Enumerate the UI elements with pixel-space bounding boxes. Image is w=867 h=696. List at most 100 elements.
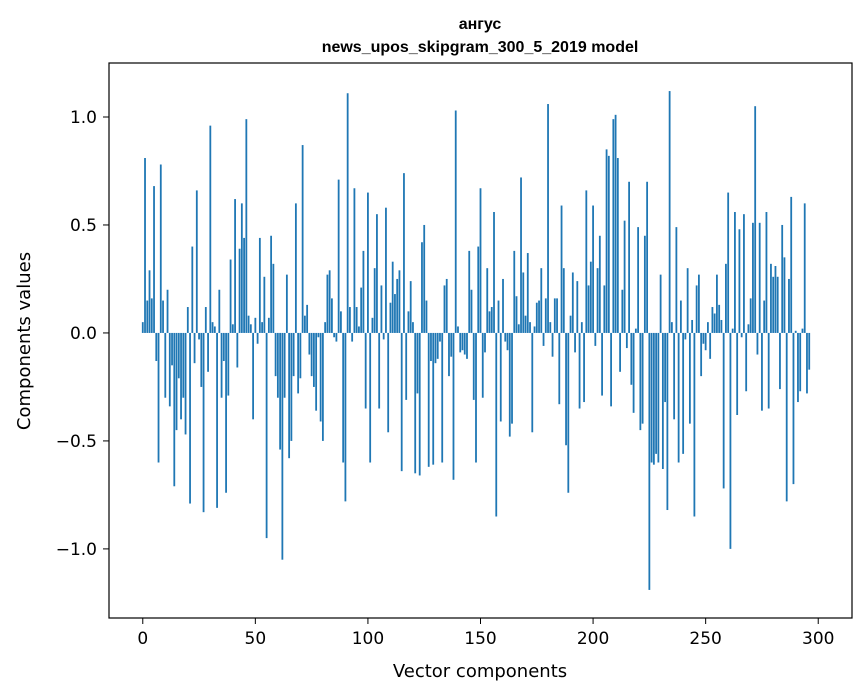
bar xyxy=(707,322,709,333)
bar xyxy=(443,285,446,333)
bar xyxy=(263,276,266,333)
bar xyxy=(522,272,525,333)
bar xyxy=(677,332,680,463)
bar xyxy=(652,332,655,465)
bar xyxy=(477,246,480,333)
bar xyxy=(434,332,437,364)
x-tick-label: 300 xyxy=(802,629,834,649)
bar xyxy=(358,326,360,333)
bar xyxy=(184,332,187,435)
bar xyxy=(457,326,459,333)
bar xyxy=(657,332,660,463)
bar xyxy=(328,270,331,333)
x-tick-label: 100 xyxy=(352,629,384,649)
bar xyxy=(427,332,430,467)
bar xyxy=(625,332,628,349)
bar xyxy=(396,278,399,333)
bar xyxy=(297,332,300,394)
bar xyxy=(153,186,155,333)
bar xyxy=(175,332,178,431)
bar xyxy=(186,307,189,333)
bar xyxy=(222,332,225,362)
bar xyxy=(702,332,705,344)
bar xyxy=(488,311,491,333)
bar xyxy=(355,307,358,333)
bar xyxy=(770,263,772,333)
bar xyxy=(405,332,408,400)
bar xyxy=(499,332,502,422)
bar xyxy=(159,164,162,333)
bar xyxy=(470,289,473,333)
bar xyxy=(195,190,198,333)
bar xyxy=(520,177,522,333)
bar xyxy=(335,332,338,342)
bar xyxy=(556,298,558,333)
bar xyxy=(141,322,144,333)
bar xyxy=(734,212,736,333)
bar xyxy=(758,222,761,333)
bar xyxy=(686,268,689,333)
bar xyxy=(301,145,304,333)
bar xyxy=(641,332,644,424)
bar xyxy=(148,270,151,333)
bar xyxy=(709,332,712,359)
bar xyxy=(542,332,545,346)
bar xyxy=(472,332,475,400)
bar xyxy=(468,250,471,333)
bar xyxy=(565,332,567,446)
bar xyxy=(682,332,685,454)
bar xyxy=(270,235,273,333)
bar xyxy=(623,220,626,333)
bar xyxy=(673,332,676,420)
bar xyxy=(461,332,464,351)
bar xyxy=(236,332,239,368)
bar xyxy=(790,196,793,333)
bar xyxy=(688,332,691,424)
bar xyxy=(315,332,318,411)
bar xyxy=(562,268,565,333)
bar xyxy=(376,214,378,333)
chart-title: ангус xyxy=(459,16,502,33)
bar xyxy=(261,322,263,333)
bar xyxy=(180,332,182,420)
bar xyxy=(249,324,252,333)
bar xyxy=(571,272,574,333)
bar xyxy=(216,332,218,508)
bar xyxy=(421,242,423,333)
bar xyxy=(193,332,196,364)
bar xyxy=(317,332,320,338)
bar xyxy=(306,304,309,333)
bar xyxy=(391,261,394,333)
bar xyxy=(189,332,191,504)
bar xyxy=(679,300,682,333)
bar xyxy=(772,276,775,333)
y-tick-label: −1.0 xyxy=(56,540,97,560)
bar xyxy=(583,332,585,403)
bar xyxy=(533,326,536,333)
bar xyxy=(630,332,633,385)
bar xyxy=(423,224,426,333)
bar xyxy=(290,332,293,441)
bar xyxy=(254,317,257,333)
bar xyxy=(173,332,176,487)
bar xyxy=(567,332,570,493)
bar xyxy=(781,224,784,333)
bar xyxy=(544,298,547,333)
bar xyxy=(628,181,630,333)
bar xyxy=(634,328,637,333)
bar xyxy=(621,289,624,333)
bar xyxy=(319,332,322,422)
bar xyxy=(756,332,759,355)
bar xyxy=(497,300,500,333)
bar xyxy=(585,190,588,333)
bar xyxy=(213,326,216,333)
bar xyxy=(601,332,603,396)
bar xyxy=(364,332,367,409)
bar xyxy=(238,248,241,333)
bar xyxy=(531,332,534,433)
bar xyxy=(204,307,207,333)
bar xyxy=(454,110,457,333)
bar xyxy=(220,332,223,398)
bar xyxy=(448,332,450,377)
bar xyxy=(267,317,270,333)
